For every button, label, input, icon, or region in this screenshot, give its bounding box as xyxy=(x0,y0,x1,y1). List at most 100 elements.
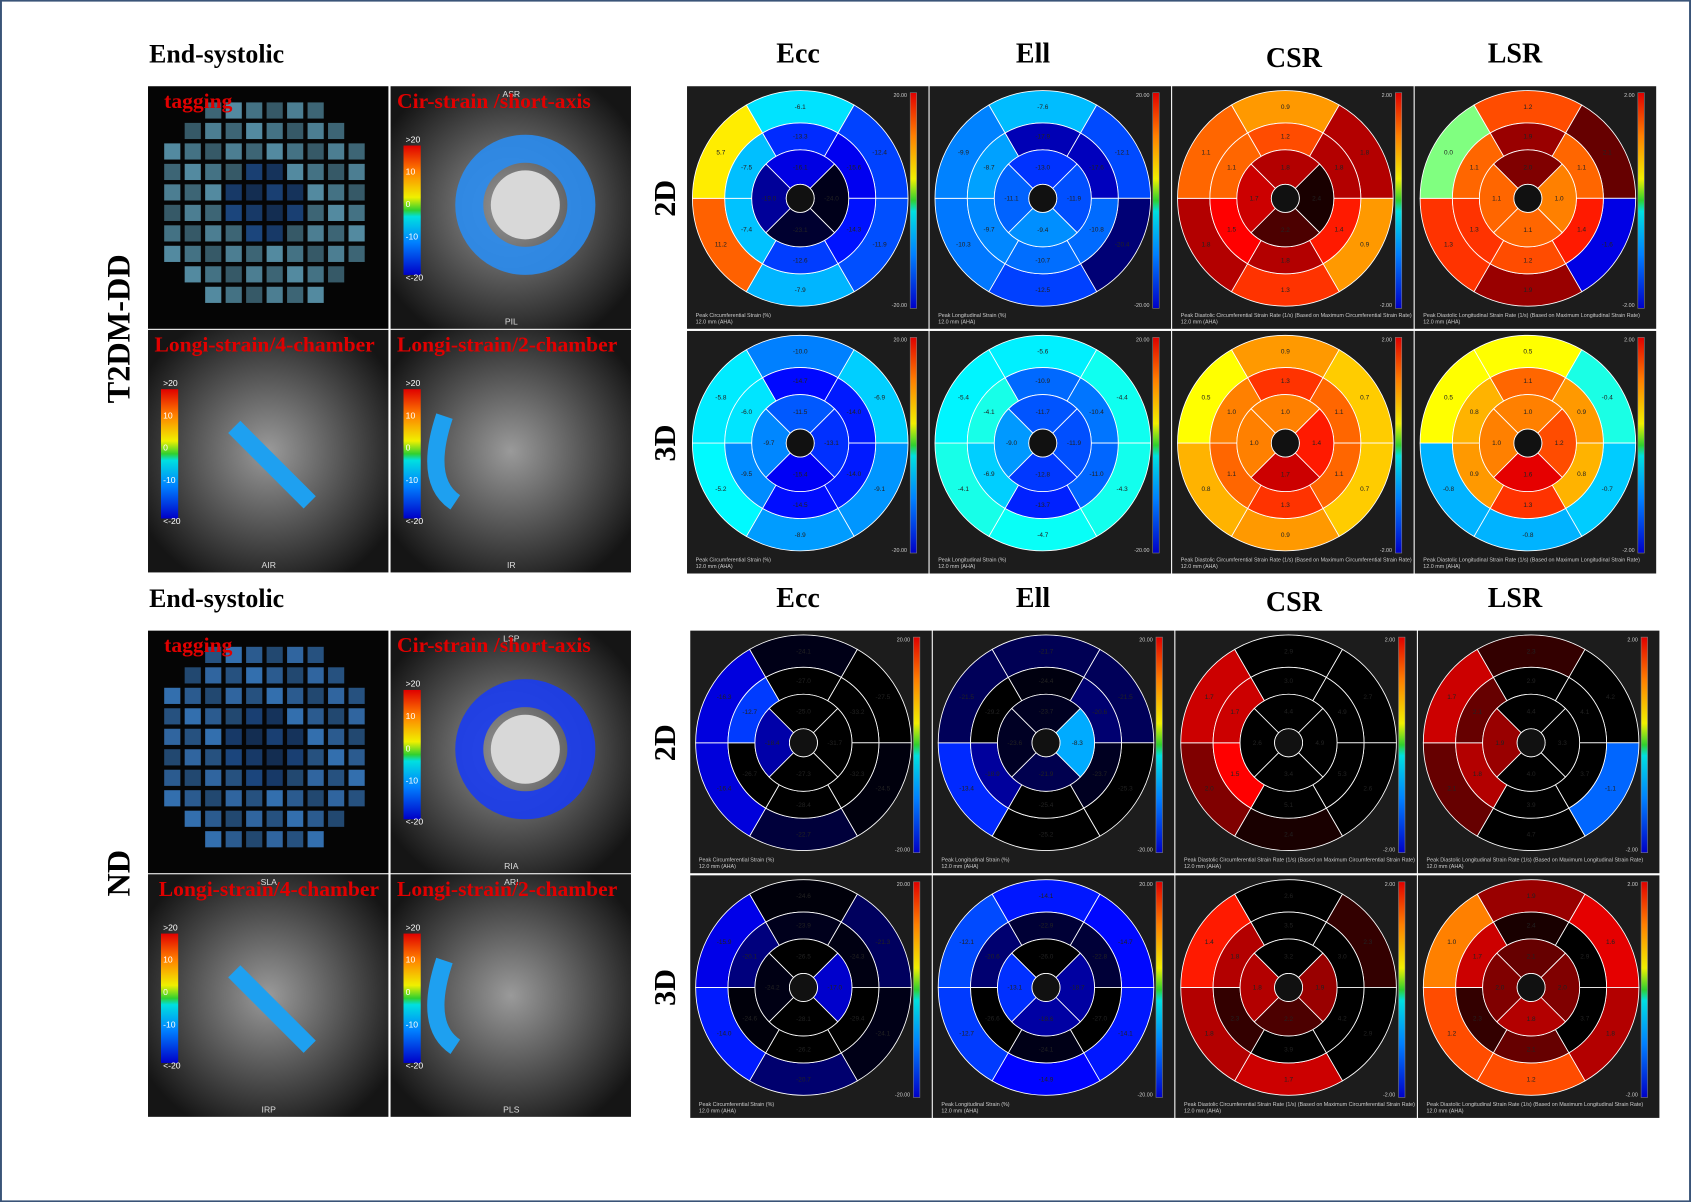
segment-label: 1.1 xyxy=(1201,150,1210,157)
column-header: CSR xyxy=(1266,587,1323,618)
segment-label: -5.2 xyxy=(715,486,727,493)
segment-label: -13.4 xyxy=(959,786,974,793)
colorbar xyxy=(1398,881,1406,1098)
segment-label: 1.1 xyxy=(1470,165,1479,172)
colorbar-min: -20.00 xyxy=(1134,303,1149,309)
segment-label: -0.8 xyxy=(1443,486,1455,493)
apex-hole xyxy=(1274,973,1304,1002)
colorbar-min: -2.00 xyxy=(1626,848,1638,854)
panel-footer: Peak Diastolic Longitudinal Strain Rate … xyxy=(1427,857,1644,863)
segment-label: -22.8 xyxy=(1092,954,1107,961)
segment-label: 0.9 xyxy=(1470,471,1479,478)
tag-cell xyxy=(164,769,181,786)
segment-label: -20.6 xyxy=(1092,709,1107,716)
segment-label: -4.7 xyxy=(1037,532,1049,539)
segment-label: -8.3 xyxy=(1072,740,1084,747)
segment-label: 4.7 xyxy=(1527,832,1536,839)
segment-label: -24.1 xyxy=(1039,1047,1054,1054)
segment-label: -12.4 xyxy=(872,150,887,157)
tag-cell xyxy=(184,708,201,725)
segment-label: -8.9 xyxy=(795,532,807,539)
colorbar-max: 20.00 xyxy=(897,882,910,888)
segment-label: 1.9 xyxy=(1523,134,1532,141)
segment-label: 1.2 xyxy=(1281,134,1290,141)
segment-label: 0.5 xyxy=(1523,349,1532,356)
segment-label: -23.6 xyxy=(1007,740,1022,747)
image-label: Longi-strain/4-chamber xyxy=(159,877,380,901)
tag-cell xyxy=(266,790,283,807)
tag-cell xyxy=(205,831,222,848)
colorbar xyxy=(1637,337,1645,554)
tag-cell xyxy=(328,769,345,786)
segment-label: -14.7 xyxy=(1118,939,1133,946)
segment-label: -24.4 xyxy=(1039,678,1054,685)
image-bg xyxy=(390,329,631,573)
segment-label: -9.1 xyxy=(874,486,886,493)
bullseye-panel: -24.1 -27.5 -24.5 -22.7 -16.4 -16.3 -27.0 -33.2… xyxy=(690,630,932,874)
apex-hole xyxy=(1028,428,1058,458)
colorbar xyxy=(1398,636,1406,853)
segment-label: -1.1 xyxy=(1605,786,1617,793)
tag-cell xyxy=(205,266,222,283)
apex-hole xyxy=(1516,973,1546,1002)
segment-label: 1.9 xyxy=(1523,287,1532,294)
mri-scale-label: >20 xyxy=(163,378,178,388)
tag-cell xyxy=(184,687,201,704)
orientation-top: LSP xyxy=(503,633,520,643)
tag-cell xyxy=(287,728,304,745)
segment-label: 1.2 xyxy=(1527,1076,1536,1083)
tag-cell xyxy=(287,184,304,201)
segment-label: -31.7 xyxy=(827,740,842,747)
segment-label: -12.1 xyxy=(1115,150,1130,157)
column-header: LSR xyxy=(1488,39,1543,70)
tag-cell xyxy=(348,143,365,160)
segment-label: -9.0 xyxy=(1006,440,1018,447)
segment-label: -14.0 xyxy=(847,409,862,416)
tag-cell xyxy=(266,204,283,221)
tag-cell xyxy=(205,749,222,766)
apex-hole xyxy=(785,428,815,458)
segment-label: -24.1 xyxy=(796,648,811,655)
segment-label: -14.0 xyxy=(847,471,862,478)
segment-label: -21.3 xyxy=(875,939,890,946)
tag-cell xyxy=(225,143,242,160)
mri-scale-label: 0 xyxy=(406,743,411,753)
segment-label: 4.9 xyxy=(1338,709,1347,716)
tag-cell xyxy=(266,286,283,303)
mri-scale-label: <-20 xyxy=(406,1060,424,1070)
segment-label: -10.8 xyxy=(1089,227,1104,234)
mri-colorbar xyxy=(160,933,179,1063)
segment-label: 2.7 xyxy=(1363,694,1372,701)
tag-cell xyxy=(205,102,222,119)
colorbar-min: -20.00 xyxy=(1137,848,1152,854)
colorbar-min: -20.00 xyxy=(892,303,907,309)
colorbar-max: 2.00 xyxy=(1382,93,1392,99)
segment-label: -13.7 xyxy=(1035,502,1050,509)
apex-hole xyxy=(1513,428,1543,458)
row-label: 2D xyxy=(648,180,682,217)
tag-cell xyxy=(266,102,283,119)
tag-cell xyxy=(164,245,181,262)
tag-cell xyxy=(205,143,222,160)
segment-label: -20.1 xyxy=(742,954,757,961)
mri-scale-label: -10 xyxy=(406,776,419,786)
segment-label: 1.8 xyxy=(1360,150,1369,157)
segment-label: 1.1 xyxy=(1577,165,1586,172)
colorbar-max: 2.00 xyxy=(1627,637,1637,643)
image-label: tagging xyxy=(164,633,232,657)
segment-label: 1.2 xyxy=(1447,1030,1456,1037)
apex-hole xyxy=(1516,728,1546,758)
segment-label: 1.2 xyxy=(1555,440,1564,447)
mri-image: >20 10 0 -10 <-20 ASR PIL xyxy=(390,86,631,329)
segment-label: -11.5 xyxy=(793,409,808,416)
tag-cell xyxy=(307,102,324,119)
segment-label: 2.9 xyxy=(1284,648,1293,655)
orientation-bottom: PLS xyxy=(503,1105,520,1115)
tag-cell xyxy=(266,667,283,684)
tag-cell xyxy=(246,790,263,807)
segment-label: 1.0 xyxy=(1281,409,1290,416)
tag-cell xyxy=(328,749,345,766)
segment-label: -15.9 xyxy=(717,939,732,946)
column-header: Ell xyxy=(1016,583,1050,614)
mri-scale-label: >20 xyxy=(406,922,421,932)
